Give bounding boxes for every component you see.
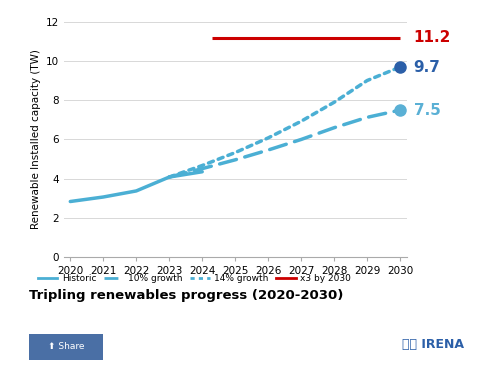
Text: 11.2: 11.2 — [414, 30, 451, 45]
Text: 7.5: 7.5 — [414, 103, 441, 117]
Text: Tripling renewables progress (2020-2030): Tripling renewables progress (2020-2030) — [29, 289, 344, 302]
Y-axis label: Renewable Installed capacity (TW): Renewable Installed capacity (TW) — [31, 50, 42, 229]
Text: 9.7: 9.7 — [414, 59, 441, 75]
Legend: Historic, 10% growth, 14% growth, x3 by 2030: Historic, 10% growth, 14% growth, x3 by … — [34, 270, 355, 287]
Text: 𝐎𝐎 IRENA: 𝐎𝐎 IRENA — [402, 338, 464, 352]
Text: ⬆ Share: ⬆ Share — [48, 342, 84, 351]
